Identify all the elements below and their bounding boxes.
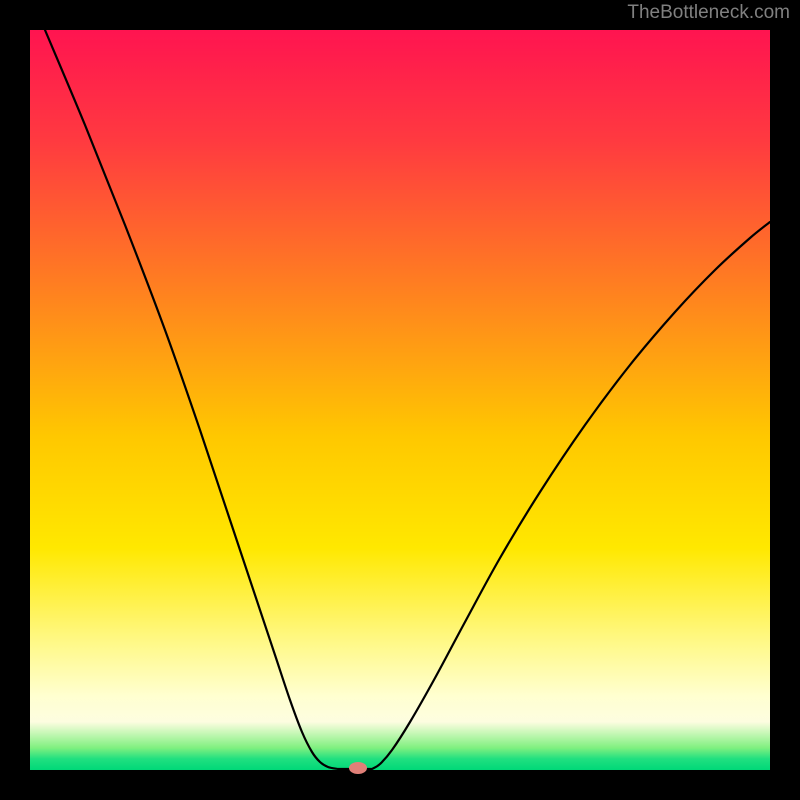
optimum-marker <box>349 762 367 774</box>
chart-container: TheBottleneck.com <box>0 0 800 800</box>
plot-background <box>30 30 770 770</box>
watermark-text: TheBottleneck.com <box>627 2 790 24</box>
chart-svg <box>0 0 800 800</box>
